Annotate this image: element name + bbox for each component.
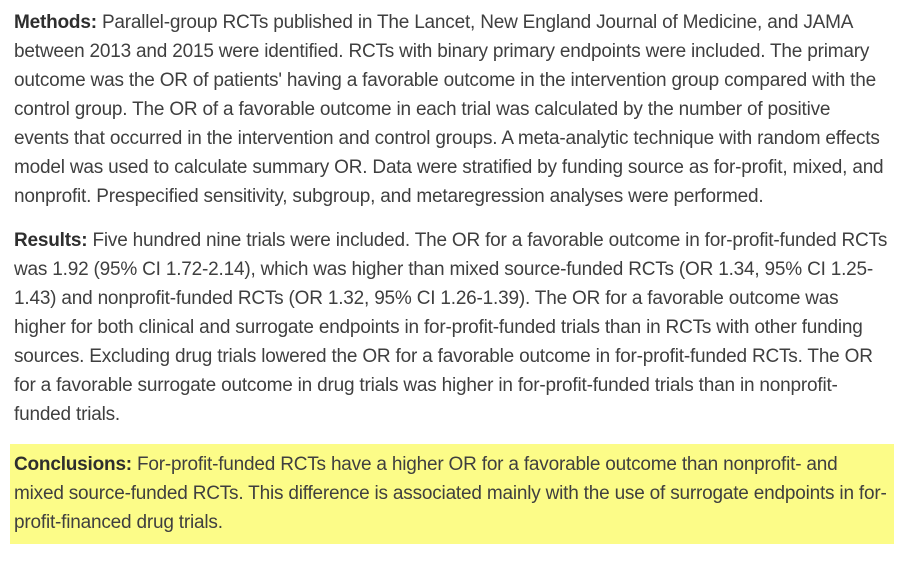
methods-paragraph: Methods: Parallel-group RCTs published i… (14, 8, 890, 211)
results-paragraph: Results: Five hundred nine trials were i… (14, 226, 890, 429)
results-label: Results: (14, 230, 88, 251)
conclusions-label: Conclusions: (14, 454, 132, 475)
results-text: Five hundred nine trials were included. … (14, 230, 888, 425)
methods-text: Parallel-group RCTs published in The Lan… (14, 12, 884, 207)
methods-label: Methods: (14, 12, 97, 33)
conclusions-paragraph-highlighted: Conclusions: For-profit-funded RCTs have… (10, 444, 894, 544)
abstract-text-block: Methods: Parallel-group RCTs published i… (10, 8, 894, 544)
conclusions-text: For-profit-funded RCTs have a higher OR … (14, 454, 887, 533)
